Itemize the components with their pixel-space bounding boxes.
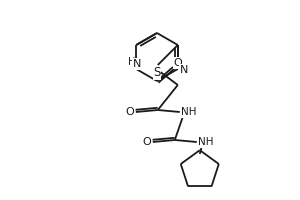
Text: NH: NH xyxy=(198,137,214,147)
Text: N: N xyxy=(133,59,141,69)
Text: O: O xyxy=(174,58,182,68)
Text: O: O xyxy=(125,107,134,117)
Text: S: S xyxy=(153,66,160,79)
Text: H: H xyxy=(128,57,135,67)
Text: N: N xyxy=(180,65,188,75)
Text: NH: NH xyxy=(181,107,197,117)
Text: O: O xyxy=(142,137,151,147)
